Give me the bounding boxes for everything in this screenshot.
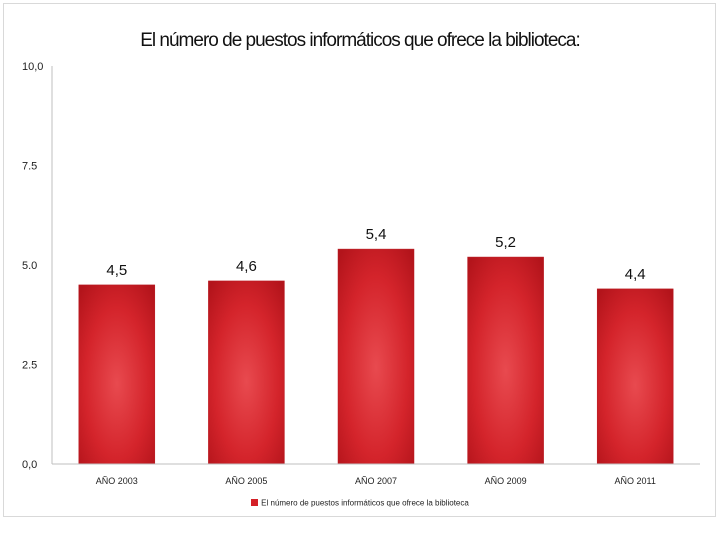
x-tick-label: AÑO 2007	[355, 476, 397, 486]
legend-label: El número de puestos informáticos que of…	[261, 498, 469, 508]
y-axis: 0,0 2.5 5.0 7.5 10,0	[22, 61, 53, 471]
bar-value-label: 5,4	[366, 226, 387, 243]
chart-frame	[3, 3, 716, 517]
y-tick-label: 5.0	[22, 260, 37, 272]
bar	[78, 284, 156, 465]
bar-value-label: 4,6	[236, 258, 257, 275]
bar	[596, 288, 674, 465]
chart-title: El número de puestos informáticos que of…	[140, 30, 581, 51]
x-tick-label: AÑO 2003	[96, 476, 138, 486]
x-tick-label: AÑO 2005	[225, 476, 267, 486]
x-axis: AÑO 2003 AÑO 2005 AÑO 2007 AÑO 2009 AÑO 2011	[52, 463, 700, 486]
bar-value-label: 4,4	[625, 266, 646, 283]
bar	[208, 280, 285, 465]
bar-value-label: 4,5	[106, 262, 127, 279]
y-tick-label: 0,0	[22, 459, 37, 471]
x-tick-label: AÑO 2009	[485, 476, 527, 486]
legend: El número de puestos informáticos que of…	[0, 498, 720, 507]
y-tick-label: 2.5	[22, 360, 37, 372]
bar-value-label: 5,2	[495, 234, 516, 251]
bar	[467, 256, 544, 465]
y-tick-label: 10,0	[22, 61, 43, 73]
bar	[337, 248, 415, 465]
x-tick-label: AÑO 2011	[615, 476, 656, 486]
y-tick-label: 7.5	[22, 161, 37, 173]
bars-group: 4,5 4,6 5,4 5,2 4,4	[78, 226, 674, 465]
legend-swatch	[251, 499, 259, 507]
